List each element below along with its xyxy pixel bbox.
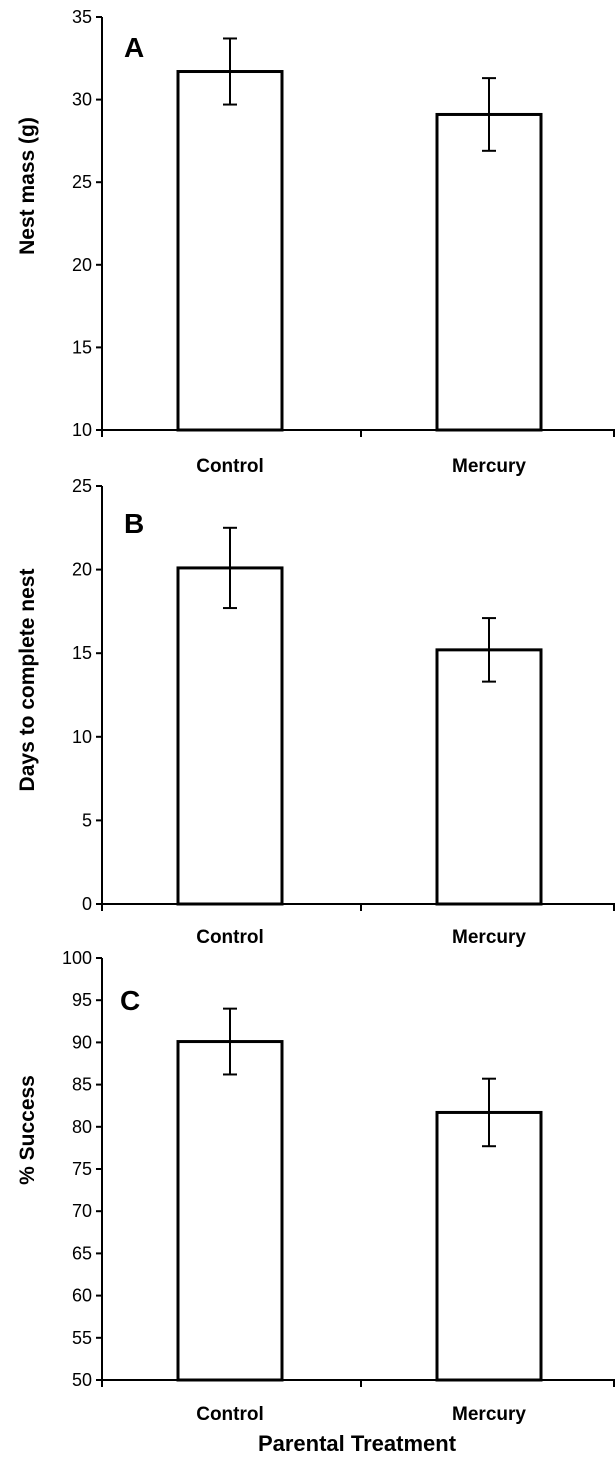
panel-a-y-tick-label: 15: [72, 337, 92, 357]
panel-b-bar-mercury: [435, 648, 543, 906]
panel-a-y-tick-label: 25: [72, 172, 92, 192]
panel-c-y-tick-label: 85: [72, 1075, 92, 1095]
panel-b-y-tick-label: 0: [82, 894, 92, 914]
panel-b-y-tick-label: 25: [72, 476, 92, 496]
panel-c-y-tick-label: 75: [72, 1159, 92, 1179]
panel-a-ylabel: Nest mass (g): [16, 117, 39, 255]
panel-c: C % Success Parental Treatment 50 55 60 65 7…: [16, 948, 615, 1456]
panel-a-bar-control: [176, 70, 284, 432]
panel-c-category-label: Mercury: [452, 1404, 526, 1425]
panel-b-y-tick-label: 5: [82, 810, 92, 830]
panel-b-bar-control: [176, 566, 284, 906]
panel-b-letter: B: [124, 508, 144, 539]
panel-c-y-tick-label: 55: [72, 1328, 92, 1348]
panel-c-bar-mercury: [435, 1110, 543, 1382]
panel-a-y-tick-label: 20: [72, 255, 92, 275]
panel-c-xlabel: Parental Treatment: [258, 1431, 457, 1456]
panel-a-y-tick-label: 35: [72, 7, 92, 27]
panel-a-category-label: Control: [196, 456, 264, 477]
panel-a-category-label: Mercury: [452, 456, 526, 477]
panel-b-ylabel: Days to complete nest: [16, 569, 39, 792]
panel-b-y-tick-label: 15: [72, 643, 92, 663]
panel-a-y-tick-label: 30: [72, 90, 92, 110]
panel-b-y-tick-label: 10: [72, 727, 92, 747]
panel-b-y-tick-label: 20: [72, 560, 92, 580]
panel-c-y-tick-label: 65: [72, 1243, 92, 1263]
panel-c-y-tick-label: 50: [72, 1370, 92, 1390]
panel-c-y-tick-label: 100: [62, 948, 92, 968]
panel-a-bar-mercury: [435, 112, 543, 432]
panel-a-y-tick-label: 10: [72, 420, 92, 440]
panel-a: A Nest mass (g) 10 15 20 25 30 35 Control Mercu…: [16, 7, 615, 477]
panel-b-category-label: Control: [196, 927, 264, 948]
panel-b: B Days to complete nest 0 5 10 15 20 25 Contro…: [16, 476, 615, 948]
panel-a-letter: A: [124, 32, 144, 63]
panel-c-y-tick-label: 80: [72, 1117, 92, 1137]
panel-c-y-tick-label: 60: [72, 1286, 92, 1306]
panel-c-bar-control: [176, 1040, 284, 1382]
panel-c-y-tick-label: 95: [72, 990, 92, 1010]
panel-c-y-tick-label: 70: [72, 1201, 92, 1221]
panel-c-ylabel: % Success: [16, 1075, 39, 1185]
panel-c-category-label: Control: [196, 1404, 264, 1425]
panel-b-category-label: Mercury: [452, 927, 526, 948]
panel-c-y-tick-label: 90: [72, 1032, 92, 1052]
panel-c-letter: C: [120, 985, 140, 1016]
